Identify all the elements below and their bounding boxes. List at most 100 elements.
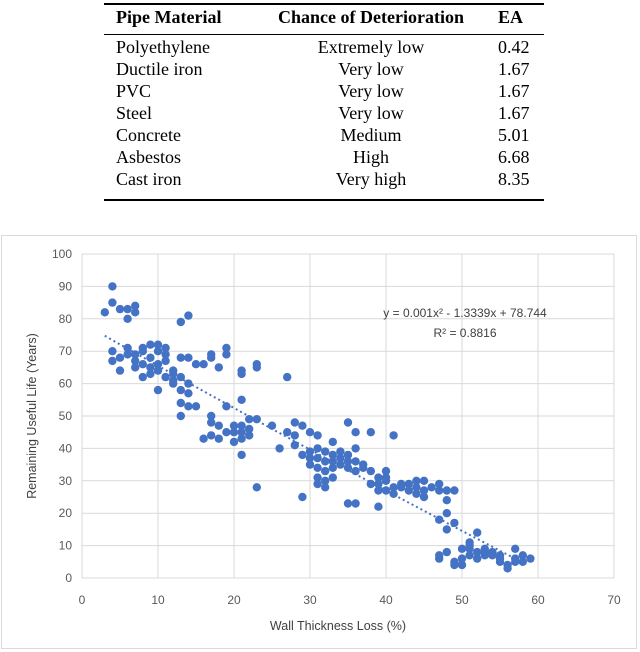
data-point	[321, 457, 330, 466]
data-point	[108, 356, 117, 366]
data-point	[138, 343, 147, 353]
grid-lines	[81, 253, 615, 579]
data-point	[336, 453, 345, 463]
data-point	[199, 434, 208, 443]
data-point	[457, 560, 467, 570]
y-tick-label: 40	[59, 441, 73, 455]
cell-ea: 8.35	[498, 169, 530, 189]
data-point	[374, 473, 383, 482]
data-point	[207, 411, 216, 421]
table-header-rule	[104, 34, 544, 35]
data-point	[153, 347, 163, 356]
x-tick-label: 30	[303, 593, 317, 607]
data-point	[343, 457, 353, 466]
data-point	[123, 314, 132, 323]
data-point	[237, 428, 246, 437]
data-point	[245, 415, 254, 424]
data-point	[442, 525, 451, 534]
y-tick-label: 100	[52, 247, 72, 261]
data-point	[419, 492, 429, 502]
data-point	[366, 479, 375, 489]
data-point	[245, 431, 254, 440]
table-bottom-rule	[104, 199, 544, 201]
data-point	[207, 431, 216, 440]
data-point	[115, 304, 125, 314]
data-point	[146, 363, 155, 372]
trendline-equation: y = 0.001x² - 1.3339x + 78.744	[383, 306, 547, 320]
cell-ea: 5.01	[498, 125, 530, 145]
data-point	[480, 551, 489, 560]
data-point	[457, 544, 467, 553]
data-point	[328, 450, 337, 460]
cell-material: Steel	[116, 103, 152, 123]
data-point	[161, 343, 170, 353]
data-point	[108, 298, 117, 307]
data-point	[366, 466, 375, 476]
data-point	[495, 557, 505, 566]
data-point	[381, 466, 391, 476]
data-point	[290, 418, 299, 427]
data-point	[138, 360, 147, 369]
x-tick-label: 50	[455, 593, 469, 607]
data-point	[138, 372, 147, 382]
data-point	[343, 418, 353, 427]
data-point	[503, 564, 512, 573]
data-point	[351, 499, 360, 508]
header-ea: EA	[498, 7, 524, 27]
data-point	[473, 554, 482, 563]
data-point	[229, 428, 239, 437]
data-point	[351, 428, 360, 437]
data-point	[351, 466, 360, 476]
data-point	[131, 308, 140, 317]
data-point	[328, 457, 337, 466]
y-tick-label: 20	[59, 506, 73, 520]
scatter-chart-frame: 0 10 20 30 40 50 60 70 80 90 100 0 10 20 30 40 50 60 70 y…	[1, 235, 637, 649]
data-point	[435, 479, 444, 489]
data-point	[131, 301, 140, 310]
data-point	[161, 356, 170, 366]
data-point	[336, 460, 345, 469]
cell-material: Asbestos	[116, 147, 182, 167]
cell-ea: 1.67	[498, 59, 530, 79]
data-point	[153, 340, 163, 349]
x-tick-label: 60	[531, 593, 545, 607]
data-point	[191, 360, 201, 369]
data-point	[442, 547, 451, 557]
data-point	[313, 431, 322, 440]
data-point	[412, 489, 421, 498]
data-point	[199, 360, 208, 369]
header-chance-of-deterioration: Chance of Deterioration	[278, 7, 464, 27]
cell-ea: 1.67	[498, 103, 530, 123]
data-point	[176, 353, 185, 362]
data-point	[184, 389, 193, 398]
data-point	[275, 444, 284, 453]
cell-ea: 1.67	[498, 81, 530, 101]
data-point	[153, 366, 163, 375]
data-point	[313, 463, 322, 472]
data-point	[214, 421, 223, 430]
data-point	[161, 372, 170, 382]
cell-chance: Medium	[340, 125, 402, 145]
data-point	[480, 544, 489, 553]
scatter-chart: 0 10 20 30 40 50 60 70 80 90 100 0 10 20 30 40 50 60 70 y…	[25, 247, 621, 633]
x-tick-label: 0	[79, 593, 86, 607]
data-point	[191, 402, 201, 411]
data-point	[343, 463, 353, 472]
data-point	[123, 304, 132, 314]
data-point	[465, 551, 474, 560]
data-point	[435, 515, 444, 524]
x-tick-label: 70	[607, 593, 621, 607]
data-point	[169, 379, 178, 388]
cell-material: PVC	[116, 81, 152, 101]
x-tick-label: 40	[379, 593, 393, 607]
data-point	[442, 509, 451, 518]
data-point	[146, 353, 155, 362]
data-point	[412, 476, 421, 485]
data-point	[518, 557, 527, 566]
data-point	[123, 350, 132, 359]
table-row: Concrete Medium 5.01	[104, 124, 544, 146]
data-point	[313, 444, 322, 453]
data-point	[374, 486, 383, 495]
data-point	[222, 350, 231, 359]
data-point	[123, 343, 132, 353]
